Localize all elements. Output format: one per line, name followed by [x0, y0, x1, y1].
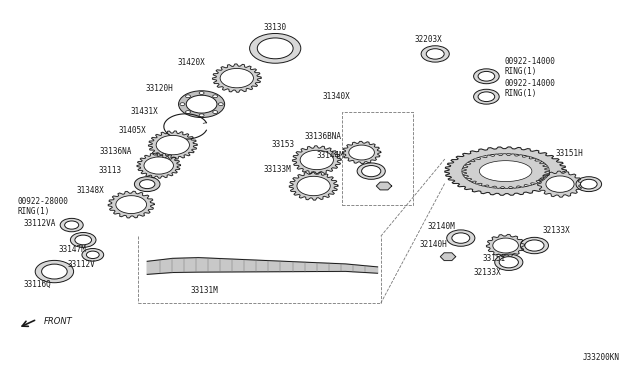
Text: 31348X: 31348X	[77, 186, 104, 195]
Text: 33130: 33130	[264, 23, 287, 32]
Circle shape	[421, 46, 449, 62]
Circle shape	[199, 92, 204, 94]
Text: 33113: 33113	[99, 166, 122, 174]
Polygon shape	[486, 234, 525, 257]
Circle shape	[186, 95, 191, 98]
Text: 32140M: 32140M	[428, 222, 455, 231]
Circle shape	[452, 233, 470, 243]
Text: 31405X: 31405X	[118, 126, 146, 135]
Text: 33144M: 33144M	[317, 151, 344, 160]
Text: 32203X: 32203X	[415, 35, 442, 44]
Text: 33136BNA: 33136BNA	[305, 132, 342, 141]
Circle shape	[186, 95, 217, 113]
Circle shape	[474, 69, 499, 84]
Circle shape	[212, 110, 218, 113]
Text: 33116Q: 33116Q	[23, 280, 51, 289]
Circle shape	[357, 163, 385, 179]
Circle shape	[65, 221, 79, 229]
Text: 32140H: 32140H	[419, 240, 447, 249]
Circle shape	[300, 150, 333, 170]
Polygon shape	[440, 253, 456, 260]
Text: 32133X: 32133X	[474, 268, 502, 277]
Circle shape	[426, 49, 444, 59]
Polygon shape	[342, 141, 381, 164]
Circle shape	[82, 248, 104, 261]
Circle shape	[60, 218, 83, 232]
Polygon shape	[108, 191, 154, 218]
Text: 33120H: 33120H	[145, 84, 173, 93]
Text: 32133X: 32133X	[543, 226, 570, 235]
Circle shape	[218, 103, 223, 106]
Circle shape	[86, 251, 99, 259]
Circle shape	[525, 240, 544, 251]
Polygon shape	[212, 64, 261, 92]
Text: J33200KN: J33200KN	[582, 353, 620, 362]
Text: FRONT: FRONT	[44, 317, 72, 326]
Circle shape	[257, 38, 293, 59]
Text: 00922-14000
RING(1): 00922-14000 RING(1)	[504, 79, 555, 98]
Circle shape	[495, 254, 523, 270]
Circle shape	[144, 157, 173, 174]
Text: 31420X: 31420X	[177, 58, 205, 67]
Ellipse shape	[479, 161, 532, 182]
Text: 33133M: 33133M	[264, 165, 291, 174]
Circle shape	[546, 176, 574, 192]
Circle shape	[478, 71, 495, 81]
Polygon shape	[462, 154, 549, 189]
Text: 33131M: 33131M	[191, 286, 219, 295]
Circle shape	[349, 145, 374, 160]
Text: 33112VA: 33112VA	[23, 219, 56, 228]
Polygon shape	[148, 131, 197, 159]
Circle shape	[474, 89, 499, 104]
Circle shape	[180, 103, 185, 106]
Polygon shape	[289, 172, 338, 200]
Polygon shape	[292, 146, 341, 174]
Text: 00922-28000
RING(1): 00922-28000 RING(1)	[18, 197, 68, 216]
Circle shape	[362, 166, 381, 177]
Circle shape	[520, 237, 548, 254]
Polygon shape	[445, 147, 566, 195]
Circle shape	[212, 95, 218, 98]
Circle shape	[447, 230, 475, 246]
Circle shape	[116, 196, 147, 214]
Circle shape	[186, 110, 191, 113]
Text: 31340X: 31340X	[323, 92, 351, 101]
Text: 33147M: 33147M	[59, 246, 86, 254]
Text: 33112V: 33112V	[67, 260, 95, 269]
Circle shape	[134, 177, 160, 192]
Text: 00922-14000
RING(1): 00922-14000 RING(1)	[504, 57, 555, 76]
Text: 33136NA: 33136NA	[99, 147, 132, 156]
Polygon shape	[137, 153, 180, 178]
Circle shape	[42, 264, 67, 279]
Polygon shape	[147, 257, 378, 275]
Text: 33151: 33151	[483, 254, 506, 263]
Circle shape	[580, 179, 597, 189]
Circle shape	[499, 257, 518, 268]
Circle shape	[140, 180, 155, 189]
Circle shape	[493, 238, 518, 253]
Circle shape	[297, 176, 330, 196]
Circle shape	[156, 135, 189, 155]
Circle shape	[220, 68, 253, 88]
Circle shape	[478, 92, 495, 102]
Circle shape	[576, 177, 602, 192]
Polygon shape	[376, 182, 392, 190]
Circle shape	[75, 235, 92, 245]
Text: 33151H: 33151H	[556, 149, 583, 158]
Text: 33153: 33153	[271, 140, 294, 149]
Circle shape	[199, 114, 204, 117]
Circle shape	[70, 232, 96, 247]
Text: 31431X: 31431X	[131, 107, 159, 116]
Circle shape	[35, 260, 74, 283]
Polygon shape	[538, 171, 582, 197]
Circle shape	[250, 33, 301, 63]
Circle shape	[179, 91, 225, 118]
Polygon shape	[462, 154, 549, 189]
